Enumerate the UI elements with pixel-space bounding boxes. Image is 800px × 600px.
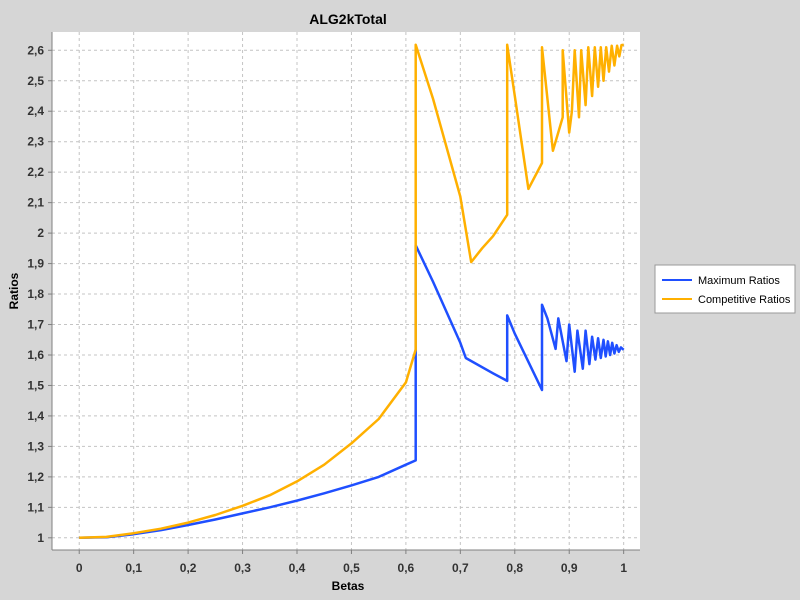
series-lines: [79, 43, 625, 540]
y-tick-label: 1,4: [27, 409, 44, 423]
chart-title: ALG2kTotal: [309, 11, 387, 27]
y-tick-label: 2,4: [27, 104, 44, 118]
series-line-competitive-ratios: [79, 43, 624, 540]
y-tick-label: 2,6: [27, 43, 44, 57]
x-tick-label: 0,6: [398, 561, 415, 575]
x-tick-label: 0,8: [506, 561, 523, 575]
y-tick-label: 1,6: [27, 348, 44, 362]
x-tick-label: 0,5: [343, 561, 360, 575]
y-tick-label: 1,2: [27, 470, 44, 484]
x-tick-label: 0,9: [561, 561, 578, 575]
x-tick-label: 0: [76, 561, 83, 575]
y-tick-label: 1: [37, 531, 44, 545]
series-line-maximum-ratios: [79, 244, 625, 540]
x-axis-title: Betas: [332, 579, 365, 593]
x-tick-label: 0,7: [452, 561, 469, 575]
y-tick-label: 2,2: [27, 165, 44, 179]
plot-area: [52, 32, 640, 550]
y-tick-label: 2,5: [27, 74, 44, 88]
x-tick-label: 0,4: [289, 561, 306, 575]
x-tick-label: 0,1: [125, 561, 142, 575]
y-tick-label: 2,1: [27, 196, 44, 210]
legend-label-competitive-ratios: Competitive Ratios: [698, 294, 791, 306]
legend-label-maximum-ratios: Maximum Ratios: [698, 275, 780, 287]
y-tick-label: 1,9: [27, 257, 44, 271]
y-tick-label: 1,8: [27, 287, 44, 301]
x-tick-label: 0,3: [234, 561, 251, 575]
x-axis-ticks: 0 0,1 0,2 0,3 0,4 0,5 0,6 0,7 0,8 0,9 1: [76, 550, 627, 575]
y-tick-label: 2: [37, 226, 44, 240]
y-axis-ticks: 1 1,1 1,2 1,3 1,4 1,5 1,6 1,7 1,8 1,9 2 2,1 2,2 2,3 2,…: [27, 43, 52, 545]
y-tick-label: 1,7: [27, 318, 44, 332]
y-tick-label: 1,1: [27, 500, 44, 514]
y-tick-label: 1,5: [27, 378, 44, 392]
legend-box: [654, 264, 796, 314]
legend: Maximum Ratios Competitive Ratios: [654, 264, 796, 314]
y-axis-title: Ratios: [7, 272, 21, 309]
x-tick-label: 0,2: [180, 561, 197, 575]
y-tick-label: 2,3: [27, 135, 44, 149]
y-tick-label: 1,3: [27, 439, 44, 453]
x-tick-label: 1: [620, 561, 627, 575]
